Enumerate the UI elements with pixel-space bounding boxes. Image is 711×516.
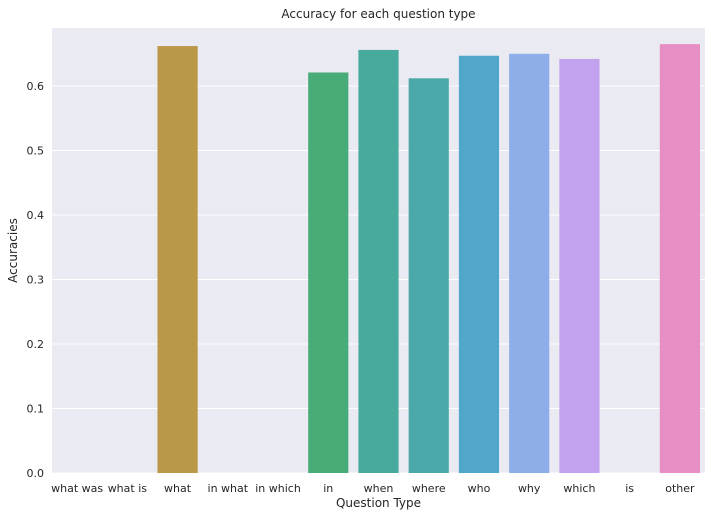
y-tick-label: 0.5 <box>27 145 45 158</box>
bar-in <box>308 72 349 473</box>
x-tick-labels: what was what is what in what in which in when… <box>51 482 695 495</box>
x-tick-label: other <box>665 482 695 495</box>
bar-where <box>408 78 449 473</box>
bar-other <box>659 44 700 473</box>
x-tick-label: what is <box>108 482 148 495</box>
x-tick-label: in which <box>255 482 301 495</box>
x-tick-label: is <box>625 482 634 495</box>
x-tick-label: where <box>412 482 446 495</box>
y-axis-label: Accuracies <box>6 218 20 283</box>
y-tick-label: 0.0 <box>27 467 45 480</box>
y-tick-labels: 0.0 0.1 0.2 0.3 0.4 0.5 0.6 <box>27 80 45 480</box>
bar-who <box>458 55 500 474</box>
x-tick-label: when <box>364 482 394 495</box>
y-tick-label: 0.4 <box>27 209 45 222</box>
x-tick-label: who <box>468 482 491 495</box>
x-tick-label: what was <box>51 482 103 495</box>
bar-which <box>559 58 600 474</box>
x-tick-label: in what <box>208 482 249 495</box>
y-tick-label: 0.6 <box>27 80 45 93</box>
y-tick-label: 0.3 <box>27 274 45 287</box>
x-tick-label: why <box>518 482 541 495</box>
y-tick-label: 0.1 <box>27 403 45 416</box>
bar-why <box>509 53 550 474</box>
bar-when <box>358 49 399 473</box>
x-axis-label: Question Type <box>336 496 421 510</box>
bars <box>157 44 700 474</box>
bar-what <box>157 46 198 473</box>
y-tick-label: 0.2 <box>27 338 45 351</box>
chart-title: Accuracy for each question type <box>281 7 475 21</box>
x-tick-label: which <box>563 482 595 495</box>
x-tick-label: what <box>164 482 192 495</box>
x-tick-label: in <box>323 482 333 495</box>
